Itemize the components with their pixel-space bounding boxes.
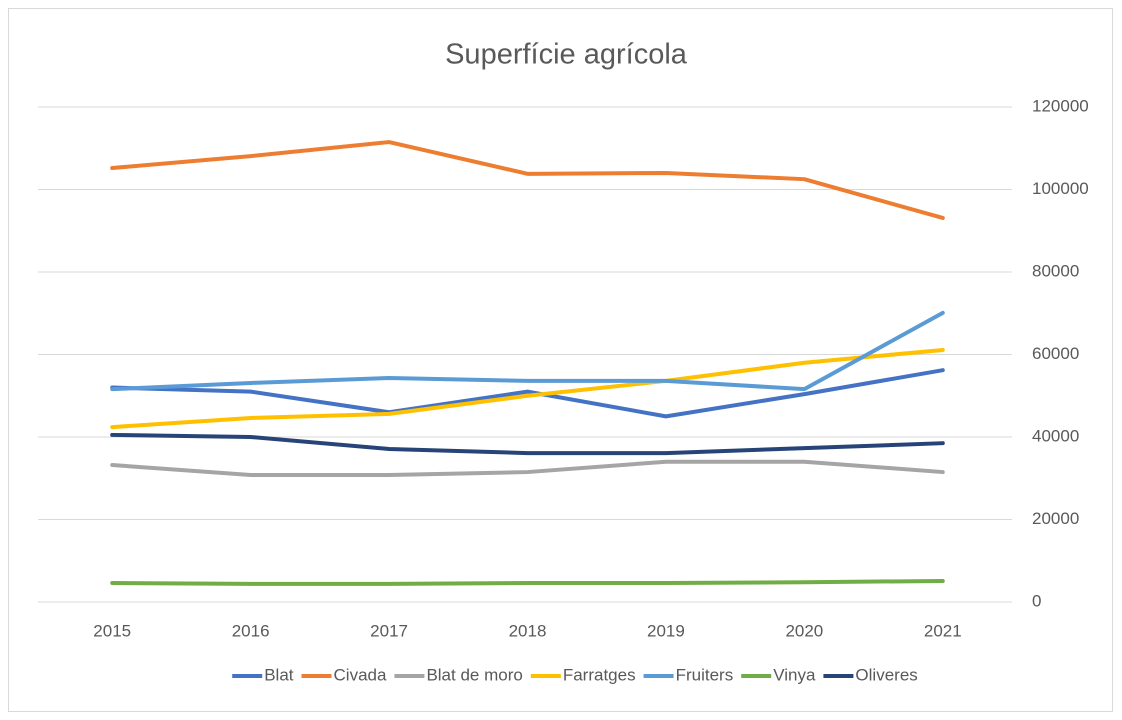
line-series bbox=[110, 459, 945, 477]
line-series bbox=[110, 432, 945, 456]
y-tick-label: 0 bbox=[1032, 591, 1041, 610]
y-tick-label: 80000 bbox=[1032, 261, 1079, 280]
legend-label: Fruiters bbox=[676, 665, 734, 684]
y-tick-label: 60000 bbox=[1032, 344, 1079, 363]
legend-label: Blat de moro bbox=[426, 665, 522, 684]
y-tick-label: 40000 bbox=[1032, 426, 1079, 445]
y-tick-label: 120000 bbox=[1032, 96, 1089, 115]
x-tick-label: 2017 bbox=[370, 621, 408, 640]
x-tick-label: 2018 bbox=[509, 621, 547, 640]
line-series bbox=[110, 578, 945, 586]
legend-label: Civada bbox=[334, 665, 387, 684]
legend-label: Oliveres bbox=[855, 665, 917, 684]
x-tick-label: 2015 bbox=[93, 621, 131, 640]
chart-border bbox=[8, 8, 1113, 712]
y-tick-label: 20000 bbox=[1032, 509, 1079, 528]
x-tick-label: 2016 bbox=[232, 621, 270, 640]
x-tick-label: 2020 bbox=[785, 621, 823, 640]
x-tick-label: 2021 bbox=[924, 621, 962, 640]
legend-label: Farratges bbox=[563, 665, 636, 684]
y-tick-label: 100000 bbox=[1032, 179, 1089, 198]
legend-label: Vinya bbox=[773, 665, 816, 684]
chart-title: Superfície agrícola bbox=[445, 39, 688, 71]
line-series bbox=[110, 347, 945, 430]
legend: Blat Civada Blat de moro Farratges Fruiters V… bbox=[232, 665, 918, 684]
line-series bbox=[110, 368, 945, 419]
legend-label: Blat bbox=[264, 665, 294, 684]
x-tick-label: 2019 bbox=[647, 621, 685, 640]
line-series bbox=[110, 310, 945, 392]
line-series bbox=[110, 140, 945, 220]
